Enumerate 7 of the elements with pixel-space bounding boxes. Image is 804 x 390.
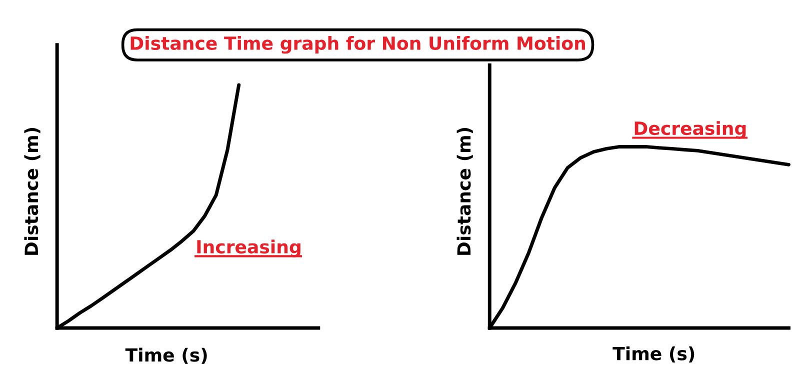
x-axis-title: Time (s) <box>612 346 694 362</box>
y-axis-title: Distance (m) <box>456 128 473 255</box>
y-axis-title: Distance (m) <box>24 128 40 255</box>
x-axis-title: Time (s) <box>125 348 207 364</box>
text: Decreasing <box>634 121 746 139</box>
annotation: Increasing <box>197 240 300 258</box>
text: Distance Time graph for Non Uniform Motion <box>130 36 586 54</box>
